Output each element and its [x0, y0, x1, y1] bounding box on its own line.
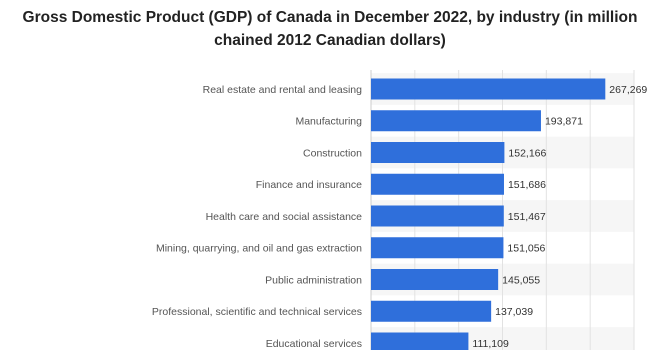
- category-labels: Real estate and rental and leasing Manufa…: [152, 84, 362, 350]
- category-label: Construction: [303, 147, 362, 159]
- category-label: Manufacturing: [295, 116, 362, 128]
- data-label: 151,056: [507, 243, 545, 255]
- data-label: 151,467: [508, 211, 546, 223]
- value-labels: 267,269 193,871 152,166 151,686 151,467 151,0…: [472, 84, 647, 350]
- category-label: Finance and insurance: [256, 179, 362, 191]
- chart-title: Gross Domestic Product (GDP) of Canada i…: [22, 9, 638, 49]
- bar: [371, 205, 504, 227]
- bar: [371, 78, 606, 100]
- bar: [371, 237, 504, 259]
- data-label: 111,109: [472, 338, 509, 350]
- data-label: 193,871: [545, 116, 583, 128]
- category-label: Real estate and rental and leasing: [203, 84, 363, 96]
- bars: [371, 78, 606, 350]
- bar: [371, 142, 505, 163]
- bar: [371, 300, 492, 322]
- category-label: Health care and social assistance: [206, 211, 363, 223]
- bar: [371, 269, 499, 290]
- data-label: 137,039: [495, 306, 533, 318]
- data-label: 145,055: [502, 274, 540, 286]
- bar: [371, 110, 541, 132]
- bar: [371, 173, 504, 195]
- data-label: 152,166: [508, 147, 546, 159]
- category-label: Educational services: [266, 338, 362, 350]
- category-label: Public administration: [265, 274, 362, 286]
- category-label: Professional, scientific and technical s…: [152, 306, 362, 318]
- category-label: Mining, quarrying, and oil and gas extra…: [156, 243, 362, 255]
- data-label: 151,686: [508, 179, 546, 191]
- bar: [371, 332, 469, 350]
- data-label: 267,269: [609, 84, 647, 96]
